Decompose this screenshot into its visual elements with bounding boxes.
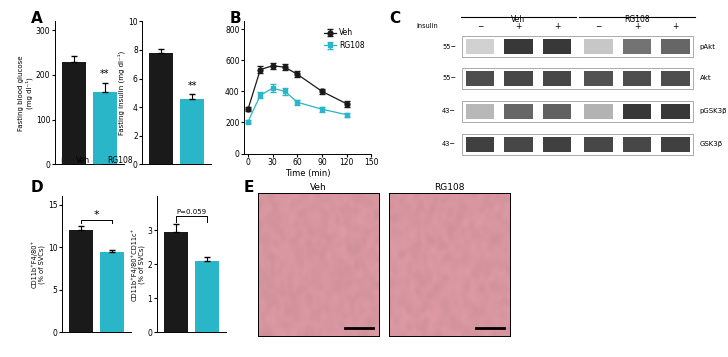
Bar xyxy=(622,104,652,119)
Text: +: + xyxy=(672,22,678,31)
Bar xyxy=(584,104,613,119)
Text: −: − xyxy=(477,22,483,31)
Bar xyxy=(100,252,124,332)
Bar xyxy=(466,137,494,152)
Text: B: B xyxy=(229,11,241,26)
Y-axis label: CD11b⁺F4/80⁺CD11c⁺
(% of SVCs): CD11b⁺F4/80⁺CD11c⁺ (% of SVCs) xyxy=(130,227,145,301)
Bar xyxy=(462,134,693,155)
Bar xyxy=(462,101,693,122)
Text: C: C xyxy=(389,11,400,26)
Y-axis label: Fasting blood glucose
(mg dl⁻¹): Fasting blood glucose (mg dl⁻¹) xyxy=(18,55,33,131)
Text: +: + xyxy=(634,22,640,31)
Bar xyxy=(622,71,652,86)
Title: Veh: Veh xyxy=(310,183,327,192)
Text: A: A xyxy=(31,11,42,26)
Text: Insulin: Insulin xyxy=(416,24,438,29)
Text: 43−: 43− xyxy=(442,108,456,114)
Legend: Veh, RG108: Veh, RG108 xyxy=(59,153,136,168)
Bar xyxy=(504,137,533,152)
Text: 55−: 55− xyxy=(442,44,456,50)
Bar xyxy=(584,39,613,54)
Bar xyxy=(462,68,693,89)
Bar xyxy=(661,39,690,54)
Bar xyxy=(542,71,571,86)
Bar xyxy=(462,36,693,57)
Bar xyxy=(504,39,533,54)
Text: pAkt: pAkt xyxy=(700,44,716,50)
Text: **: ** xyxy=(100,69,109,79)
Bar xyxy=(661,71,690,86)
Bar xyxy=(466,39,494,54)
Bar xyxy=(542,137,571,152)
Text: pGSK3β: pGSK3β xyxy=(700,108,727,114)
Text: D: D xyxy=(31,180,43,195)
Y-axis label: CD11b⁺F4/80⁺
(% of SVCs): CD11b⁺F4/80⁺ (% of SVCs) xyxy=(31,240,45,288)
Text: P=0.059: P=0.059 xyxy=(176,209,206,215)
Text: 55−: 55− xyxy=(442,75,456,81)
Bar xyxy=(622,137,652,152)
Text: E: E xyxy=(244,180,254,195)
Text: −: − xyxy=(596,22,602,31)
Bar xyxy=(661,104,690,119)
Bar xyxy=(62,61,86,164)
Bar xyxy=(149,53,173,164)
Bar xyxy=(504,104,533,119)
Text: +: + xyxy=(554,22,560,31)
Title: RG108: RG108 xyxy=(435,183,464,192)
Text: Akt: Akt xyxy=(700,75,711,81)
Bar xyxy=(584,137,613,152)
Bar xyxy=(504,71,533,86)
Y-axis label: Fasting insulin (mg dl⁻¹): Fasting insulin (mg dl⁻¹) xyxy=(118,51,125,135)
Bar xyxy=(622,39,652,54)
Text: Veh: Veh xyxy=(511,15,526,24)
Text: +: + xyxy=(515,22,522,31)
Bar xyxy=(180,99,204,164)
Text: **: ** xyxy=(187,81,197,91)
Bar xyxy=(164,232,188,332)
Bar xyxy=(466,71,494,86)
Bar xyxy=(542,104,571,119)
Legend: Veh, RG108: Veh, RG108 xyxy=(321,25,368,53)
Text: GSK3β: GSK3β xyxy=(700,141,723,147)
X-axis label: Time (min): Time (min) xyxy=(285,170,331,178)
Bar xyxy=(194,261,218,332)
Bar xyxy=(542,39,571,54)
Text: *: * xyxy=(94,210,99,220)
Bar xyxy=(661,137,690,152)
Text: RG108: RG108 xyxy=(624,15,650,24)
Bar xyxy=(69,230,93,332)
Text: 43−: 43− xyxy=(442,141,456,147)
Bar xyxy=(92,92,116,164)
Bar xyxy=(466,104,494,119)
Bar xyxy=(584,71,613,86)
